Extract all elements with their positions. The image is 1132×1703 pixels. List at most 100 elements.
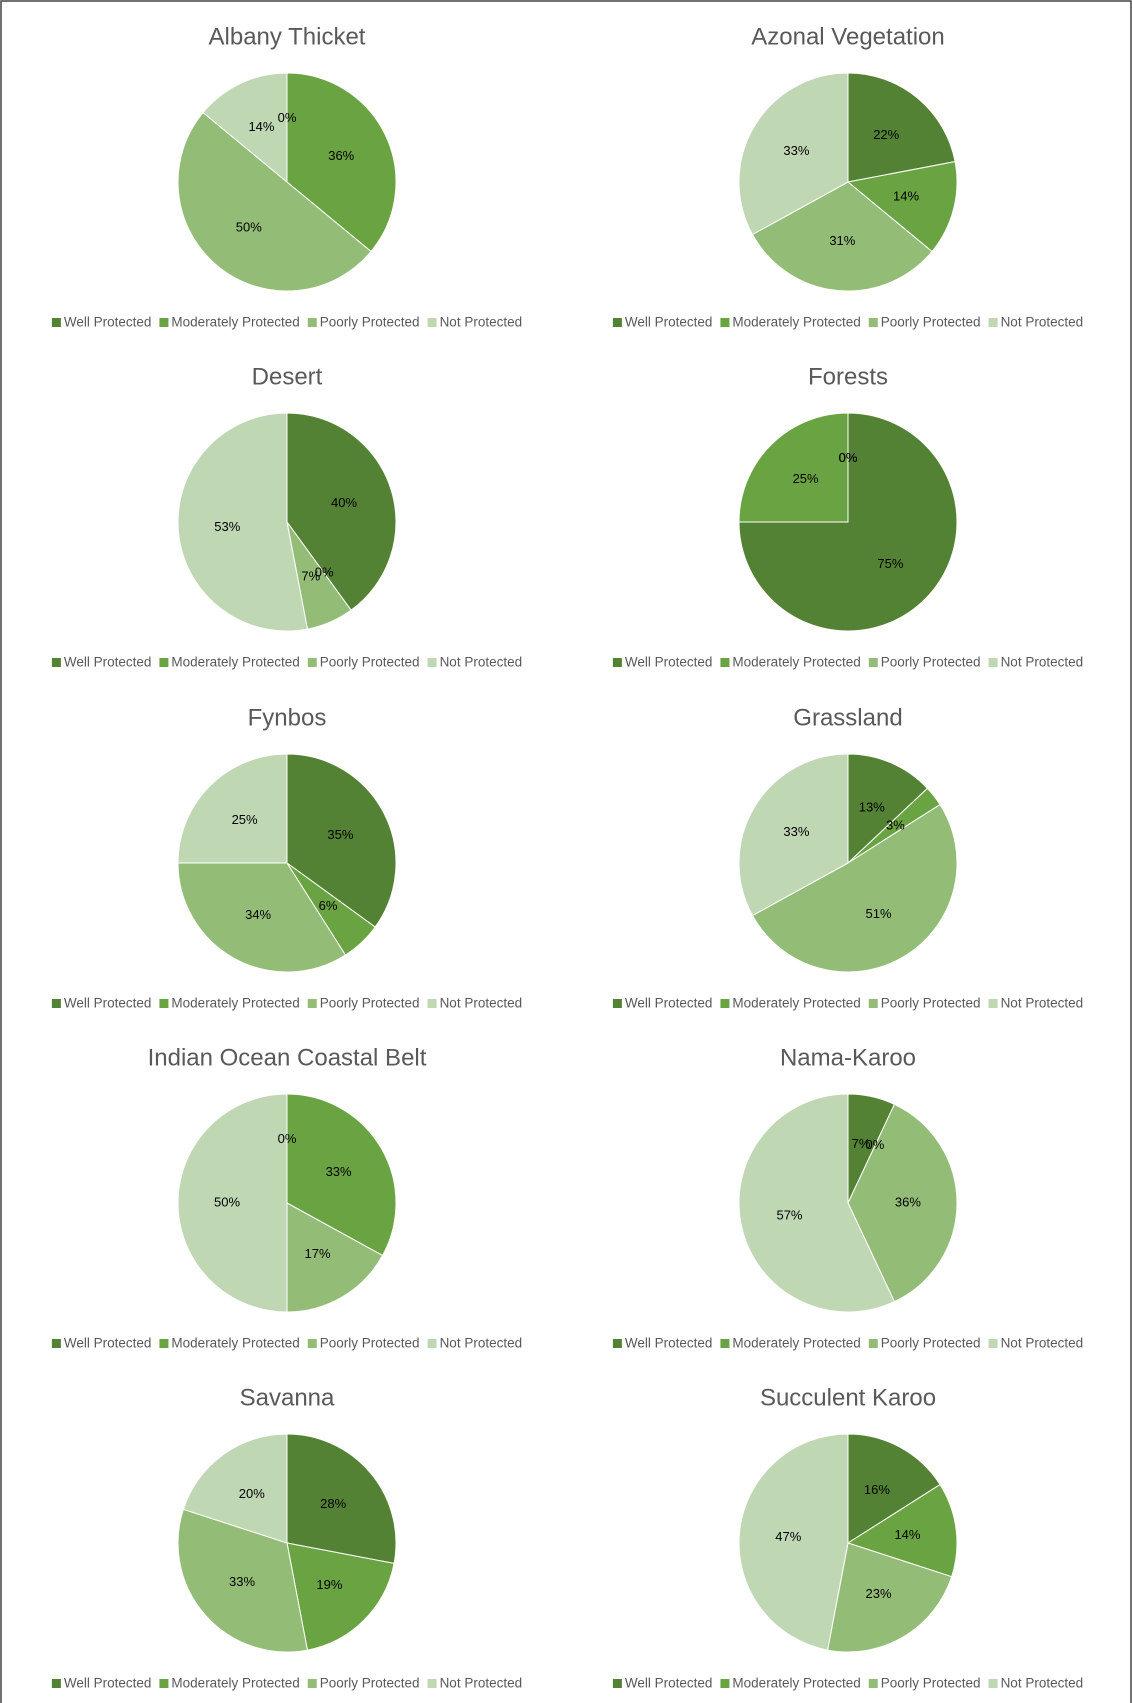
- legend-swatch: [51, 1339, 61, 1348]
- legend-swatch: [988, 1679, 998, 1688]
- legend-label: Well Protected: [64, 1336, 152, 1351]
- data-label: 17%: [305, 1246, 331, 1261]
- pie-slice: [182, 1433, 288, 1544]
- legend-swatch: [427, 1339, 437, 1348]
- pie-slice: [286, 753, 397, 928]
- legend-label: Not Protected: [1001, 315, 1084, 330]
- legend-swatch: [868, 658, 878, 667]
- pie-slice: [847, 1433, 941, 1544]
- pie-slice: [286, 72, 397, 253]
- data-label: 0%: [315, 565, 334, 580]
- data-label: 53%: [214, 519, 240, 534]
- pie-slice: [738, 1433, 849, 1651]
- legend-label: Not Protected: [440, 315, 523, 330]
- legend-swatch: [720, 658, 730, 667]
- legend-swatch: [868, 999, 878, 1008]
- legend-swatch: [51, 999, 61, 1008]
- legend-label: Poorly Protected: [881, 1676, 981, 1691]
- legend-swatch: [307, 999, 317, 1008]
- legend-swatch: [988, 318, 998, 327]
- data-label: 14%: [893, 188, 919, 203]
- legend-label: Poorly Protected: [320, 655, 420, 670]
- legend-label: Moderately Protected: [732, 1336, 860, 1351]
- legend-label: Well Protected: [64, 996, 152, 1011]
- legend-label: Poorly Protected: [881, 655, 981, 670]
- data-label: 0%: [278, 110, 297, 125]
- legend-swatch: [720, 318, 730, 327]
- legend-label: Poorly Protected: [320, 1676, 420, 1691]
- pie-slice: [826, 1542, 953, 1653]
- data-label: 25%: [232, 812, 258, 827]
- data-label: 35%: [327, 827, 353, 842]
- pie-slice: [751, 181, 933, 292]
- data-label: 36%: [328, 148, 354, 163]
- legend-swatch: [427, 1679, 437, 1688]
- chart-title: Succulent Karoo: [760, 1384, 936, 1411]
- legend-label: Poorly Protected: [881, 1336, 981, 1351]
- data-label: 57%: [776, 1208, 802, 1223]
- legend-label: Well Protected: [64, 655, 152, 670]
- pie-slice: [286, 1542, 395, 1651]
- legend-label: Not Protected: [1001, 996, 1084, 1011]
- chart-title: Albany Thicket: [209, 23, 366, 50]
- legend-label: Moderately Protected: [732, 1676, 860, 1691]
- data-label: 22%: [873, 127, 899, 142]
- data-label: 23%: [866, 1586, 892, 1601]
- legend-swatch: [159, 658, 169, 667]
- legend-swatch: [159, 1679, 169, 1688]
- legend-label: Well Protected: [64, 1676, 152, 1691]
- chart-title: Azonal Vegetation: [751, 23, 945, 50]
- legend-swatch: [51, 1679, 61, 1688]
- data-label: 7%: [301, 568, 320, 583]
- legend-swatch: [988, 658, 998, 667]
- legend-label: Poorly Protected: [320, 1336, 420, 1351]
- data-label: 13%: [859, 799, 885, 814]
- data-label: 25%: [793, 471, 819, 486]
- pie-slice: [202, 72, 288, 184]
- pie-slice: [286, 1202, 384, 1313]
- legend-swatch: [988, 1339, 998, 1348]
- legend-swatch: [307, 658, 317, 667]
- data-label: 28%: [320, 1496, 346, 1511]
- data-label: 34%: [245, 907, 271, 922]
- legend-label: Not Protected: [440, 996, 523, 1011]
- data-label: 16%: [864, 1482, 890, 1497]
- pie-slice: [846, 160, 958, 253]
- legend-swatch: [612, 318, 622, 327]
- pie-slice: [751, 803, 958, 973]
- data-label: 36%: [895, 1194, 921, 1209]
- legend-swatch: [868, 318, 878, 327]
- legend-label: Well Protected: [625, 1336, 713, 1351]
- pie-slice: [847, 1103, 958, 1303]
- pie-slice: [177, 412, 309, 632]
- legend-swatch: [51, 658, 61, 667]
- legend-label: Moderately Protected: [171, 1676, 299, 1691]
- legend-label: Poorly Protected: [320, 996, 420, 1011]
- pie-slice: [286, 412, 397, 611]
- pie-slice: [177, 1093, 288, 1313]
- legend-swatch: [427, 999, 437, 1008]
- data-label: 50%: [236, 220, 262, 235]
- legend-swatch: [868, 1339, 878, 1348]
- data-label: 0%: [839, 450, 858, 465]
- chart-title: Savanna: [240, 1384, 335, 1411]
- legend-label: Poorly Protected: [881, 315, 981, 330]
- data-label: 51%: [866, 906, 892, 921]
- legend-label: Moderately Protected: [171, 996, 299, 1011]
- legend-swatch: [307, 1339, 317, 1348]
- legend-label: Not Protected: [440, 1336, 523, 1351]
- data-label: 33%: [783, 824, 809, 839]
- pie-slice: [286, 1093, 397, 1257]
- data-label: 31%: [829, 233, 855, 248]
- legend-label: Poorly Protected: [881, 996, 981, 1011]
- legend-label: Well Protected: [625, 655, 713, 670]
- legend-swatch: [612, 658, 622, 667]
- pie-slice: [847, 753, 929, 865]
- data-label: 7%: [852, 1136, 871, 1151]
- data-label: 20%: [239, 1486, 265, 1501]
- legend-label: Not Protected: [440, 1676, 523, 1691]
- data-label: 33%: [229, 1574, 255, 1589]
- legend-label: Moderately Protected: [732, 996, 860, 1011]
- legend-swatch: [612, 1339, 622, 1348]
